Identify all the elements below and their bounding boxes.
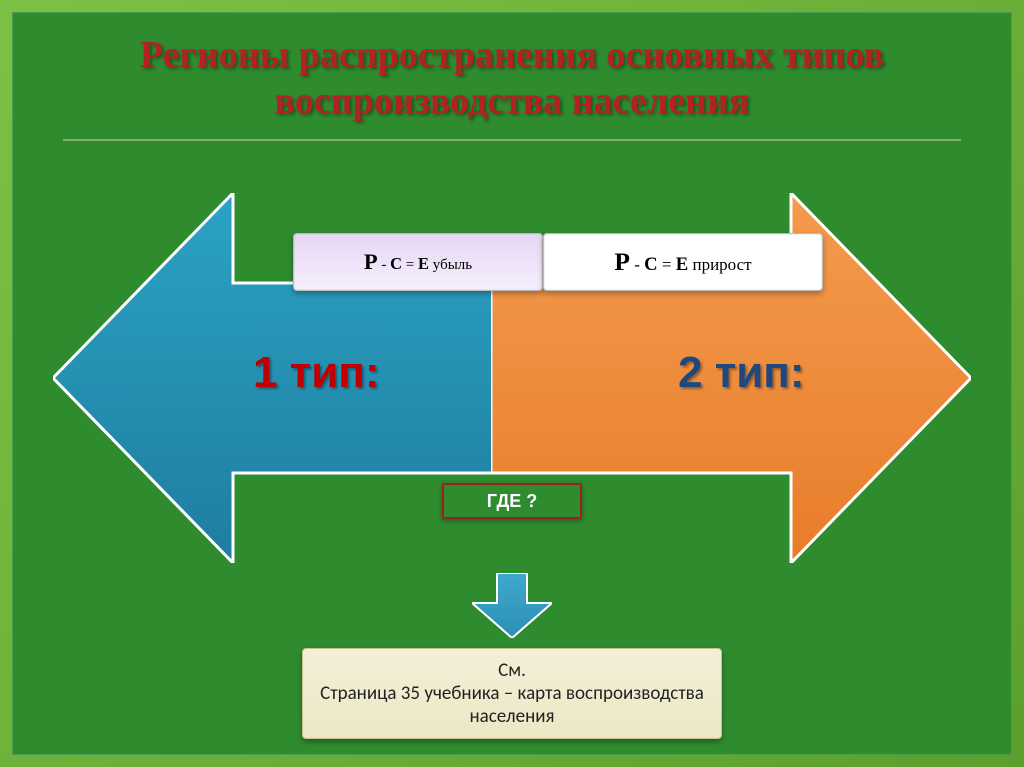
note-box: См. Страница 35 учебника – карта воспрои… xyxy=(302,648,722,739)
title-underline xyxy=(63,139,961,141)
arrows-container: Р - С = Е убыль Р - С = Е прирост 1 тип:… xyxy=(53,193,971,563)
down-arrow xyxy=(472,573,552,638)
slide-frame: Регионы распространения основных типов в… xyxy=(12,12,1012,755)
where-box: ГДЕ ? xyxy=(442,483,582,519)
type2-label: 2 тип: xyxy=(678,348,805,398)
note-line1: См. xyxy=(318,659,706,682)
formula-right-text: Р - С = Е прирост xyxy=(614,247,751,277)
slide-title: Регионы распространения основных типов в… xyxy=(13,13,1011,134)
formula-right-box: Р - С = Е прирост xyxy=(543,233,823,291)
type1-label: 1 тип: xyxy=(253,348,380,398)
formula-left-box: Р - С = Е убыль xyxy=(293,233,543,291)
note-line2: Страница 35 учебника – карта воспроизвод… xyxy=(318,682,706,728)
formula-left-text: Р - С = Е убыль xyxy=(364,249,472,275)
